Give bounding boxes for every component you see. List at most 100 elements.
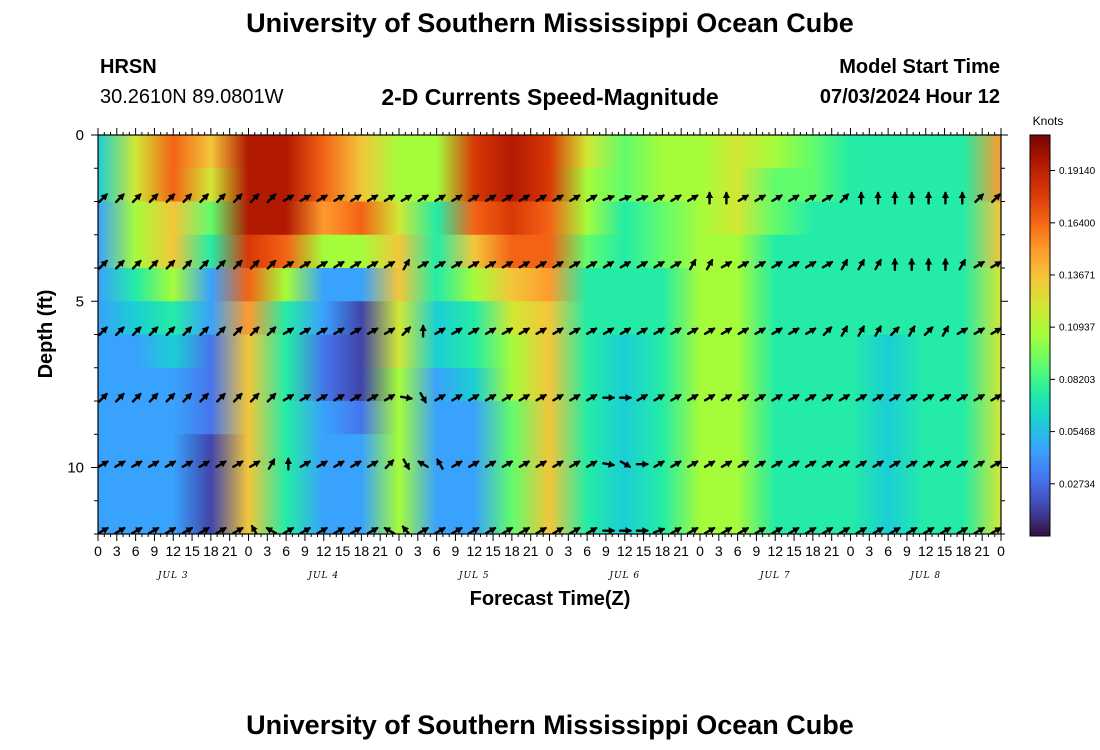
current-arrow-head <box>993 193 1001 201</box>
current-arrow <box>552 327 564 335</box>
current-arrow-head <box>573 527 581 534</box>
x-tick-label: 15 <box>184 543 200 559</box>
current-arrow-head <box>657 327 665 335</box>
current-arrow-head <box>236 460 244 468</box>
current-arrow-head <box>891 191 899 198</box>
current-arrow <box>535 327 547 335</box>
current-arrow-head <box>168 392 176 401</box>
current-arrow-head <box>337 394 345 401</box>
current-arrow <box>857 258 865 271</box>
current-arrow <box>518 194 531 202</box>
current-arrow <box>451 260 463 269</box>
current-arrow <box>874 325 882 337</box>
current-arrow-head <box>505 394 514 401</box>
current-arrow-head <box>857 191 865 198</box>
current-arrow <box>114 259 125 270</box>
current-arrow <box>653 327 665 335</box>
current-arrow <box>484 327 497 335</box>
current-arrow-head <box>387 194 396 202</box>
current-arrow-head <box>859 527 867 534</box>
current-arrow-head <box>941 257 950 265</box>
current-arrow <box>636 194 649 202</box>
current-arrow <box>282 194 295 202</box>
current-arrow <box>569 194 581 202</box>
current-arrow <box>754 393 766 402</box>
current-arrow-head <box>135 527 143 534</box>
current-arrow <box>182 392 193 403</box>
current-arrow-head <box>134 326 142 334</box>
current-arrow <box>417 260 429 269</box>
current-arrow-head <box>994 394 1001 401</box>
current-arrow-head <box>135 460 143 468</box>
current-arrow <box>619 260 632 269</box>
current-arrow-head <box>943 394 952 401</box>
x-tick-label: 6 <box>132 543 140 559</box>
current-arrow-head <box>488 527 497 534</box>
current-arrow <box>535 194 547 202</box>
current-arrow <box>939 526 952 534</box>
current-arrow-head <box>758 460 766 468</box>
current-arrow <box>232 460 244 468</box>
current-arrow-head <box>859 460 867 468</box>
current-arrow <box>872 460 884 468</box>
current-arrow-head <box>455 527 463 534</box>
current-arrow-head <box>642 460 649 468</box>
current-arrow <box>585 460 598 468</box>
current-arrow <box>467 194 480 202</box>
current-arrow <box>282 526 295 534</box>
heatmap-band <box>98 434 1001 469</box>
current-arrow-head <box>792 527 800 534</box>
x-tick-label: 18 <box>956 543 972 559</box>
current-arrow <box>518 393 531 402</box>
current-arrow <box>148 392 159 403</box>
current-arrow-head <box>825 460 834 468</box>
current-arrow <box>923 326 934 337</box>
speed-heatmap <box>98 135 1001 534</box>
current-arrow <box>417 460 429 468</box>
current-arrow-head <box>284 457 292 464</box>
current-arrow-head <box>825 326 833 334</box>
current-arrow-head <box>252 392 260 401</box>
current-arrow-head <box>320 261 328 268</box>
current-arrow-head <box>589 327 598 335</box>
current-arrow <box>434 393 446 402</box>
current-arrow-head <box>252 326 260 334</box>
current-arrow-head <box>876 394 884 401</box>
colorbar-unit-label: Knots <box>1033 114 1064 128</box>
current-arrow-head <box>724 527 733 534</box>
x-tick-label: 0 <box>94 543 102 559</box>
current-arrow-head <box>303 460 312 468</box>
x-tick-label: 0 <box>847 543 855 559</box>
x-tick-label: 3 <box>564 543 572 559</box>
current-arrow <box>907 325 916 337</box>
current-arrow <box>147 460 160 468</box>
current-arrow-head <box>841 193 850 201</box>
current-arrow-head <box>455 261 463 268</box>
current-arrow <box>417 194 429 202</box>
current-arrow-head <box>977 527 985 534</box>
current-arrow <box>98 259 108 270</box>
current-arrow <box>216 193 226 204</box>
current-arrow-head <box>556 394 564 401</box>
current-arrow <box>720 460 733 468</box>
current-arrow <box>973 260 985 269</box>
current-arrow <box>282 260 295 269</box>
current-arrow-head <box>168 527 177 534</box>
x-tick-label: 15 <box>335 543 351 559</box>
current-arrow-head <box>623 261 632 268</box>
current-arrow <box>585 194 598 202</box>
current-arrow <box>131 392 142 403</box>
current-arrow <box>990 393 1001 402</box>
current-arrow <box>618 394 633 402</box>
current-arrow <box>434 194 446 202</box>
current-arrow-head <box>924 257 933 265</box>
x-tick-label: 15 <box>485 543 501 559</box>
current-arrow-head <box>337 261 345 268</box>
current-arrow-head <box>421 527 429 534</box>
current-arrow-head <box>522 327 531 335</box>
current-arrow-head <box>455 394 463 401</box>
current-arrow-head <box>420 396 427 404</box>
current-arrow-head <box>235 392 243 401</box>
current-arrow-head <box>286 327 295 335</box>
x-day-label: JUL 8 <box>908 571 941 581</box>
